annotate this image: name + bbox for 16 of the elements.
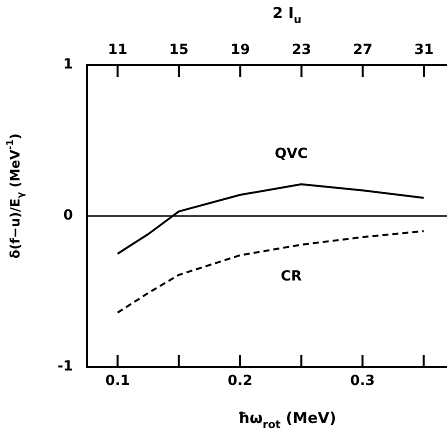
x2-tick-label: 11 [108,42,128,58]
series-label: QVC [274,146,308,162]
y-axis-title: δ(f−u)/Eγ (MeV-1) [5,133,27,259]
x-tick-label: 0.2 [228,373,252,390]
x2-tick-label: 31 [414,42,434,58]
line-series [116,230,425,314]
x2-tick-label: 23 [292,42,312,58]
y-tick-label: 1 [63,56,73,73]
y-tick-label: 0 [63,208,74,224]
y-tick-label: -1 [57,358,73,375]
x-tick-label: 0.1 [105,373,130,390]
series-label: CR [280,268,302,284]
x2-tick-label: 15 [169,42,189,58]
x2-tick-label: 19 [230,42,250,58]
x2-tick-label: 27 [353,42,372,58]
x-tick-label: 0.3 [350,373,375,390]
